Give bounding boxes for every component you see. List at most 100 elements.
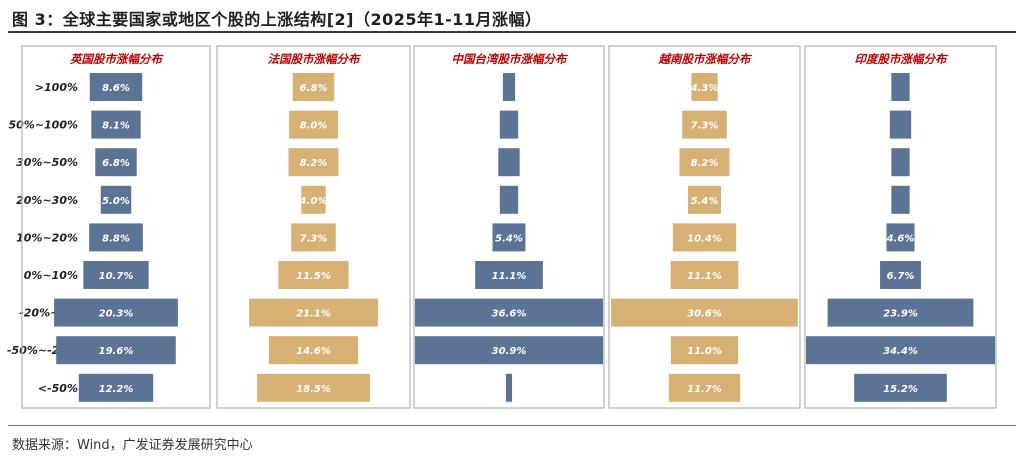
- bar: [889, 110, 912, 139]
- source-rule: [8, 425, 1016, 426]
- panel-title: 中国台湾股市涨幅分布: [452, 52, 569, 66]
- bar-value-label: 4.3%: [690, 83, 719, 94]
- bar: [54, 298, 178, 327]
- bar: [880, 261, 921, 289]
- bar-value-label: 36.6%: [492, 309, 527, 320]
- bar-value-label: 8.2%: [691, 158, 719, 169]
- bar: [691, 73, 718, 101]
- bar-value-label: 11.7%: [687, 384, 722, 395]
- bar: [91, 110, 141, 139]
- panel-frame: [413, 45, 605, 409]
- bar-value-label: 4.0%: [299, 196, 328, 207]
- row-label: 10%~20%: [16, 231, 78, 244]
- bar-value-label: 19.6%: [99, 346, 134, 357]
- bar-value-label: 8.0%: [300, 121, 328, 132]
- bar-value-label: 23.9%: [883, 309, 918, 320]
- bar: [672, 223, 737, 252]
- bar: [827, 298, 974, 327]
- bar: [891, 148, 910, 177]
- bar: [89, 223, 143, 252]
- bar-value-label: 8.1%: [102, 121, 130, 132]
- title-rule: [8, 31, 1016, 33]
- bar: [56, 336, 176, 365]
- bar: [83, 261, 149, 289]
- bar: [249, 298, 378, 327]
- bar-value-label: 12.2%: [99, 384, 134, 395]
- bar: [257, 373, 370, 402]
- bar: [670, 336, 739, 365]
- bar-value-label: 8.8%: [102, 233, 130, 244]
- bar: [679, 148, 730, 177]
- bar: [291, 223, 336, 252]
- bar: [289, 110, 338, 139]
- panel-frame: [21, 45, 211, 409]
- bar: [415, 298, 603, 327]
- bar-value-label: 5.4%: [691, 196, 719, 207]
- bar-value-label: 20.3%: [99, 309, 134, 320]
- bar: [100, 185, 132, 214]
- bar-value-label: 5.4%: [495, 233, 523, 244]
- bar: [668, 373, 741, 402]
- bar-value-label: 6.8%: [102, 158, 130, 169]
- bar-value-label: 8.6%: [102, 83, 130, 94]
- bar-value-label: 6.7%: [887, 271, 915, 282]
- bar-value-label: 7.3%: [691, 121, 719, 132]
- bar: [891, 185, 910, 214]
- bar: [688, 185, 721, 214]
- bar-value-label: 11.1%: [492, 271, 527, 282]
- bar: [670, 261, 739, 289]
- distribution-chart: >100% 50%~100% 30%~50% 20%~30% 10%~20% 0%~10%…: [7, 45, 997, 409]
- bar: [854, 373, 947, 402]
- bar: [78, 373, 154, 402]
- panel-frame: [804, 45, 997, 409]
- bar-value-label: 14.6%: [296, 346, 331, 357]
- bar-value-label: 5.0%: [102, 196, 130, 207]
- bar: [505, 373, 513, 402]
- panel-frame: [216, 45, 411, 409]
- row-label: 20%~30%: [16, 194, 78, 207]
- bar: [301, 185, 326, 214]
- bar: [492, 223, 526, 252]
- bar: [475, 261, 543, 289]
- bar: [415, 336, 603, 365]
- bar: [89, 73, 143, 101]
- bar: [499, 110, 519, 139]
- panel-title: 越南股市涨幅分布: [658, 52, 753, 66]
- row-label: >100%: [35, 81, 78, 94]
- bar-value-label: 30.6%: [687, 309, 722, 320]
- bar-value-label: 11.1%: [687, 271, 722, 282]
- panel-title: 英国股市涨幅分布: [69, 52, 164, 66]
- bar-value-label: 6.8%: [300, 83, 328, 94]
- source-note: 数据来源：Wind，广发证券发展研究中心: [12, 438, 253, 453]
- bar: [682, 110, 727, 139]
- row-label: 0%~10%: [24, 269, 78, 282]
- bar-value-label: 7.3%: [300, 233, 328, 244]
- bar-value-label: 18.5%: [296, 384, 331, 395]
- bar: [611, 298, 798, 327]
- bar-value-label: 4.6%: [886, 233, 915, 244]
- bar: [278, 261, 349, 289]
- row-label: <-50%: [38, 382, 78, 395]
- bar-value-label: 30.9%: [492, 346, 527, 357]
- panel-title: 法国股市涨幅分布: [268, 52, 362, 66]
- bar: [268, 336, 359, 365]
- bar: [806, 336, 995, 365]
- bar: [292, 73, 335, 101]
- bar: [498, 148, 520, 177]
- row-label: 30%~50%: [16, 156, 78, 169]
- bar: [886, 223, 915, 252]
- bar: [288, 148, 339, 177]
- bar: [499, 185, 519, 214]
- bar-value-label: 8.2%: [300, 158, 328, 169]
- bar: [502, 73, 516, 101]
- bar-value-label: 10.7%: [99, 271, 134, 282]
- row-label: 50%~100%: [8, 119, 78, 132]
- bar-value-label: 11.5%: [296, 271, 331, 282]
- bar-value-label: 15.2%: [883, 384, 918, 395]
- bar-value-label: 21.1%: [296, 309, 331, 320]
- bar: [891, 73, 910, 101]
- bar-value-label: 10.4%: [687, 233, 722, 244]
- bar-value-label: 11.0%: [687, 346, 722, 357]
- figure-title: 图 3：全球主要国家或地区个股的上涨结构[2]（2025年1-11月涨幅）: [12, 10, 542, 29]
- bar: [95, 148, 137, 177]
